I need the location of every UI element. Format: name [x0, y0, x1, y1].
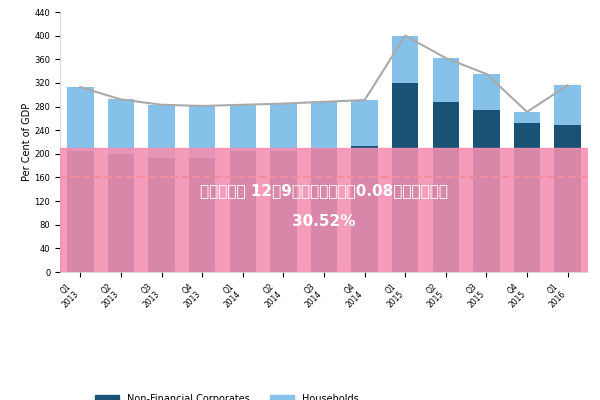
Bar	[352, 100, 378, 272]
Bar	[148, 158, 175, 272]
Bar	[189, 158, 215, 272]
Bar	[514, 112, 540, 122]
Bar	[433, 58, 459, 272]
Bar	[311, 102, 337, 148]
Bar	[392, 36, 418, 83]
Bar	[189, 106, 215, 158]
Bar	[108, 100, 134, 272]
Bar	[311, 102, 337, 272]
Bar	[108, 100, 134, 154]
Bar	[60, 148, 588, 272]
Bar	[473, 74, 500, 272]
Bar	[392, 36, 418, 272]
Bar	[514, 112, 540, 272]
Bar	[148, 105, 175, 272]
Bar	[433, 58, 459, 102]
Bar	[270, 104, 296, 151]
Text: 30.52%: 30.52%	[292, 214, 356, 230]
Bar	[352, 100, 378, 146]
Bar	[392, 83, 418, 272]
Bar	[108, 154, 134, 272]
Bar	[67, 151, 94, 272]
Bar	[554, 85, 581, 126]
Bar	[189, 106, 215, 272]
Bar	[148, 105, 175, 158]
Bar	[270, 151, 296, 272]
Bar	[554, 126, 581, 272]
Bar	[473, 74, 500, 110]
Bar	[433, 102, 459, 272]
Y-axis label: Per Cent of GDP: Per Cent of GDP	[22, 103, 32, 181]
Bar	[311, 148, 337, 272]
Bar	[352, 146, 378, 272]
Bar	[230, 105, 256, 151]
Bar	[514, 122, 540, 272]
Bar	[270, 104, 296, 272]
Bar	[230, 151, 256, 272]
Bar	[230, 105, 256, 272]
Bar	[67, 87, 94, 272]
Text: 私募的股票 12月9日家悅转儒下跳0.08％，转股溢价: 私募的股票 12月9日家悅转儒下跳0.08％，转股溢价	[200, 183, 448, 198]
Bar	[473, 110, 500, 272]
Bar	[554, 85, 581, 272]
Bar	[67, 87, 94, 151]
